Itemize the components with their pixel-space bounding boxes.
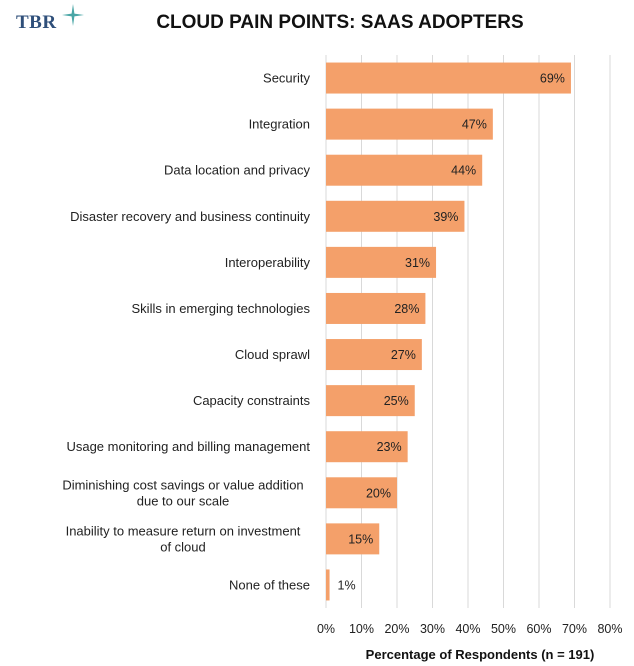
category-label: Usage monitoring and billing management	[66, 439, 310, 454]
x-tick-label: 10%	[349, 622, 374, 636]
category-label: Cloud sprawl	[235, 347, 310, 362]
bar	[326, 339, 422, 371]
bar	[326, 62, 571, 94]
bar	[326, 569, 330, 601]
x-tick-label: 30%	[420, 622, 445, 636]
data-label: 27%	[391, 348, 416, 362]
x-tick-label: 0%	[317, 622, 335, 636]
category-label: Interoperability	[225, 255, 311, 270]
data-label: 25%	[384, 394, 409, 408]
category-label: Disaster recovery and business continuit…	[70, 209, 310, 224]
data-label: 15%	[348, 532, 373, 546]
data-label: 69%	[540, 72, 565, 86]
category-label: Inability to measure return on investmen…	[66, 523, 301, 554]
category-label: Skills in emerging technologies	[132, 301, 311, 316]
bar	[326, 246, 437, 278]
bar	[326, 200, 465, 232]
bar	[326, 108, 493, 140]
category-label: Integration	[249, 117, 310, 132]
data-label: 31%	[405, 256, 430, 270]
data-label: 47%	[462, 118, 487, 132]
logo-text: TBR	[16, 12, 57, 33]
bar	[326, 292, 426, 324]
category-label: Security	[263, 71, 310, 86]
bar	[326, 431, 408, 463]
x-tick-label: 50%	[491, 622, 516, 636]
data-label: 20%	[366, 486, 391, 500]
data-label: 44%	[451, 164, 476, 178]
x-tick-label: 80%	[597, 622, 622, 636]
bar	[326, 523, 380, 555]
category-label: Diminishing cost savings or value additi…	[62, 477, 303, 508]
x-tick-label: 40%	[455, 622, 480, 636]
data-label: 39%	[433, 210, 458, 224]
bar	[326, 154, 483, 186]
data-label: 23%	[377, 440, 402, 454]
chart-title: CLOUD PAIN POINTS: SAAS ADOPTERS	[156, 12, 524, 33]
category-label: Capacity constraints	[193, 393, 311, 408]
bar	[326, 385, 415, 417]
tbr-logo: TBR	[16, 4, 96, 40]
category-label: Data location and privacy	[164, 163, 310, 178]
bar	[326, 477, 397, 509]
data-label: 28%	[394, 302, 419, 316]
data-label: 1%	[338, 578, 356, 592]
x-tick-label: 60%	[526, 622, 551, 636]
x-axis-title: Percentage of Respondents (n = 191)	[366, 647, 595, 662]
category-label: None of these	[229, 577, 310, 592]
star-icon	[62, 4, 84, 26]
x-tick-label: 20%	[384, 622, 409, 636]
x-tick-label: 70%	[562, 622, 587, 636]
